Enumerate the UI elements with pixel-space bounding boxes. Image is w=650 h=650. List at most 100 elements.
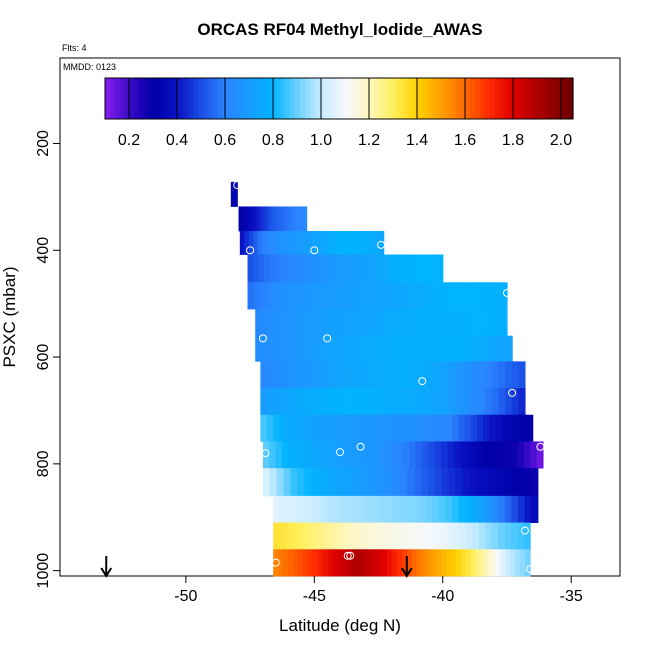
heatmap-cell [462,308,470,337]
heatmap-cell [405,361,414,389]
heatmap-cell [393,308,401,337]
heatmap-cell [294,441,302,469]
heatmap-cell [431,549,437,577]
heatmap-cell [381,549,388,577]
sample-markers [233,181,545,574]
heatmap-cell [473,335,481,362]
heatmap-cell [484,495,493,523]
heatmap-cell [292,206,297,232]
heatmap-cell [318,522,326,550]
heatmap-cell [306,335,314,362]
heatmap-cell [283,549,289,577]
heatmap-cell [359,468,367,497]
heatmap-cell [412,361,420,389]
heatmap-cell [452,414,459,442]
heatmap-cell [403,282,411,310]
heatmap-cell [286,282,294,310]
heatmap-cell [498,388,506,416]
colorbar-segment [426,78,433,119]
sample-marker [502,288,511,297]
heatmap-cell [505,388,513,416]
colorbar-segment [490,78,496,119]
heatmap-cell [406,549,413,577]
heatmap-cell [268,335,276,362]
heatmap-cell [402,414,410,442]
heatmap-cell [379,468,388,497]
heatmap-cell [332,495,340,523]
heatmap-cell [364,282,372,310]
heatmap-cell [248,231,254,255]
heatmap-cell [411,549,418,577]
heatmap-cell [350,522,358,550]
heatmap-cell [465,361,473,389]
heatmap-cell [412,495,420,523]
heatmap-cell [350,254,357,283]
heatmap-cell [263,254,270,283]
colorbar-segment [129,78,135,119]
heatmap-cell [352,549,358,577]
colorbar-tick-label: 0.6 [214,132,236,149]
heatmap-cell [244,231,250,255]
heatmap-cell [280,335,288,362]
heatmap-cell [425,308,433,337]
heatmap-cell [444,308,451,337]
heatmap-cell [500,282,508,310]
heatmap-cell [500,549,506,577]
sample-marker [536,442,545,451]
heatmap-cell [345,441,353,469]
heatmap-cell [284,231,290,255]
heatmap-cell [345,495,354,523]
heatmap-cell [491,522,499,550]
date-note: MMDD: 0123 [63,62,116,72]
heatmap-cell [510,468,518,497]
heatmap-cell [352,388,361,416]
heatmap-cell [234,181,237,207]
heatmap-cell [293,388,301,416]
heatmap-cell [241,206,246,232]
heatmap-cell [339,361,347,389]
heatmap-cell [293,335,301,362]
heatmap-cell [437,254,444,283]
heatmap-cell [352,495,360,523]
colorbar-segment [119,78,126,119]
colorbar-segment [304,78,311,119]
arrow-markers [100,556,413,578]
colorbar-segment [446,78,452,119]
heatmap-cell [307,254,314,283]
heatmap-cell [367,549,373,577]
heatmap-cell [437,308,445,337]
heatmap-cell [262,441,270,469]
heatmap-cell [524,495,532,523]
heatmap-cell [359,388,367,416]
heatmap-cell [307,441,315,469]
colorbar-segment [226,78,233,119]
heatmap-cell [325,282,333,310]
heatmap-cell [280,388,288,416]
heatmap-cell [252,206,257,232]
heatmap-cell [269,441,277,469]
heatmap-cell [345,468,353,497]
sample-marker [508,388,517,397]
heatmap-cell [324,522,332,550]
heatmap-cell [346,361,354,389]
colorbar-segment [534,78,540,119]
heatmap-cell [286,206,291,232]
heatmap-cell [475,468,484,497]
heatmap-cell [386,468,395,497]
heatmap-cell [530,441,538,469]
heatmap-cell [272,206,277,232]
heatmap-cell [364,441,372,469]
heatmap-cell [273,361,281,389]
heatmap-cell [297,549,304,577]
heatmap-cell [510,522,518,550]
sample-marker [271,558,280,567]
colorbar-segment [217,78,223,119]
sample-marker [233,181,242,190]
heatmap-cell [318,254,325,283]
heatmap-cell [408,522,416,550]
heatmap-cell [317,549,324,577]
heatmap-cell [262,206,267,232]
heatmap-cell [366,254,373,283]
colorbar-segment [212,78,218,119]
